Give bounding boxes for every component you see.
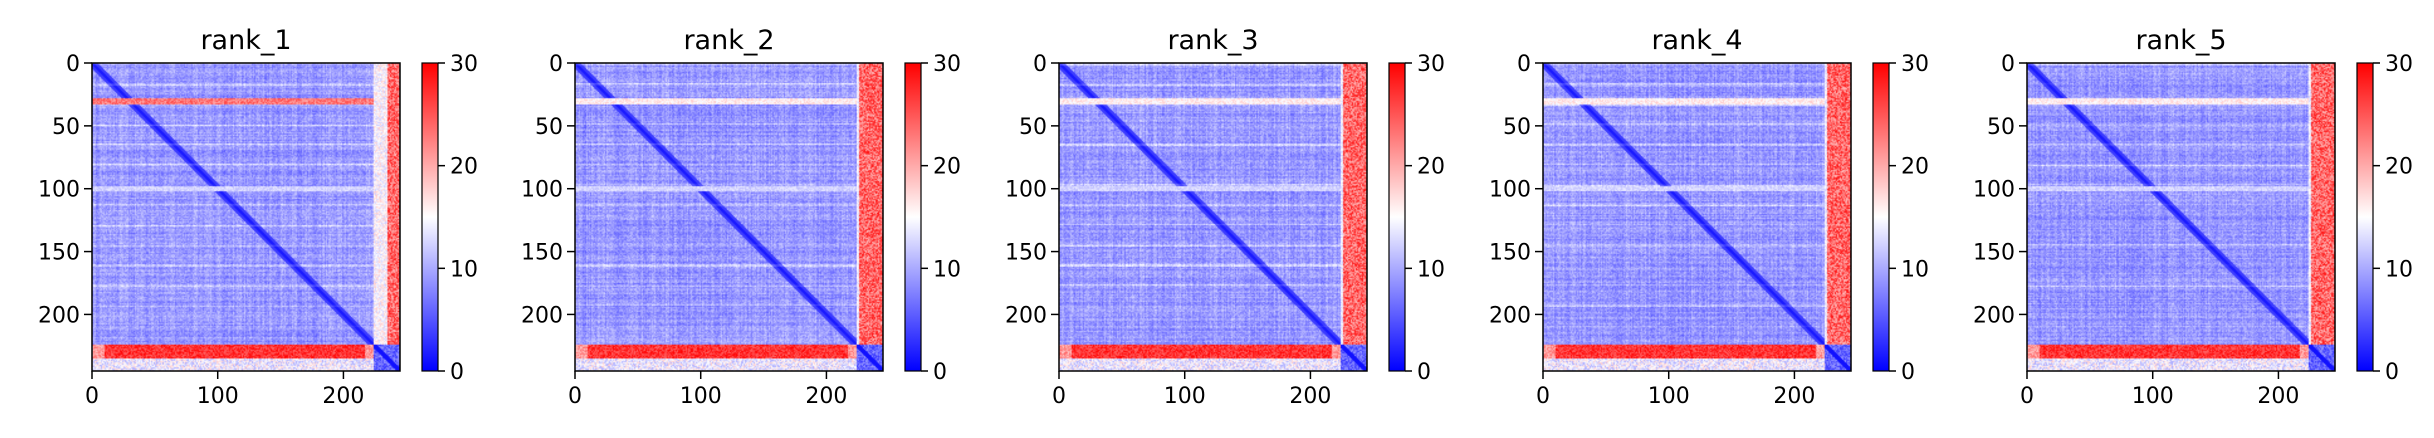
- y-tick-label: 100: [1489, 178, 1531, 203]
- y-tick-label: 0: [66, 52, 80, 77]
- x-tick-label: 100: [1648, 384, 1690, 409]
- plot-frame: [574, 62, 884, 372]
- heatmap-panel-1: rank_1 0 100 200 0 50 100 150 200 0 10 20 30: [38, 25, 478, 409]
- y-tick-label: 150: [1973, 241, 2015, 266]
- heatmap-matrix: [575, 63, 883, 371]
- colorbar-tick-label: 10: [933, 257, 961, 282]
- colorbar-tick-label: 30: [2385, 52, 2413, 77]
- heatmap-matrix: [2027, 63, 2335, 371]
- heatmap-panel-5: rank_5 0 100 200 0 50 100 150 200 0 10 20 30: [1973, 25, 2413, 409]
- y-tick-label: 150: [521, 241, 563, 266]
- y-tick-label: 150: [38, 241, 80, 266]
- colorbar-tick-label: 10: [450, 257, 478, 282]
- y-tick-label: 50: [1503, 115, 1531, 140]
- y-tick-label: 0: [1033, 52, 1047, 77]
- y-tick-label: 200: [38, 303, 80, 328]
- y-tick-label: 100: [1973, 178, 2015, 203]
- x-tick-label: 100: [197, 384, 239, 409]
- x-tick-label: 0: [2020, 384, 2034, 409]
- y-tick-label: 100: [1005, 178, 1047, 203]
- colorbar: [904, 62, 922, 372]
- x-tick-label: 0: [568, 384, 582, 409]
- heatmap-matrix: [1059, 63, 1367, 371]
- y-tick-label: 200: [1973, 303, 2015, 328]
- chart-title: rank_5: [2135, 25, 2226, 56]
- colorbar: [1872, 62, 1890, 372]
- chart-title: rank_3: [1167, 25, 1258, 56]
- colorbar: [1388, 62, 1406, 372]
- colorbar-tick-label: 10: [1901, 257, 1929, 282]
- colorbar: [421, 62, 439, 372]
- y-tick-label: 50: [1019, 115, 1047, 140]
- colorbar-tick-label: 0: [450, 360, 464, 385]
- x-tick-label: 100: [680, 384, 722, 409]
- colorbar-tick-label: 10: [1417, 257, 1445, 282]
- heatmap-panel-3: rank_3 0 100 200 0 50 100 150 200 0 10 20 30: [1005, 25, 1445, 409]
- x-tick-label: 200: [1289, 384, 1331, 409]
- x-tick-label: 200: [322, 384, 364, 409]
- colorbar: [2356, 62, 2374, 372]
- y-tick-label: 200: [1489, 303, 1531, 328]
- plot-frame: [91, 62, 401, 372]
- y-tick-label: 150: [1005, 241, 1047, 266]
- x-tick-label: 200: [805, 384, 847, 409]
- plot-frame: [1058, 62, 1368, 372]
- x-tick-label: 0: [85, 384, 99, 409]
- colorbar-tick-label: 20: [1417, 155, 1445, 180]
- colorbar-tick-label: 0: [2385, 360, 2399, 385]
- chart-title: rank_2: [683, 25, 774, 56]
- y-tick-label: 100: [521, 178, 563, 203]
- x-tick-label: 0: [1052, 384, 1066, 409]
- colorbar-tick-label: 20: [1901, 155, 1929, 180]
- x-tick-label: 100: [1164, 384, 1206, 409]
- y-tick-label: 0: [1517, 52, 1531, 77]
- plot-frame: [2026, 62, 2336, 372]
- heatmap-panel-4: rank_4 0 100 200 0 50 100 150 200 0 10 20 30: [1489, 25, 1929, 409]
- y-tick-label: 0: [549, 52, 563, 77]
- x-tick-label: 200: [2257, 384, 2299, 409]
- colorbar-tick-label: 0: [1901, 360, 1915, 385]
- colorbar-tick-label: 30: [1417, 52, 1445, 77]
- colorbar-tick-label: 30: [1901, 52, 1929, 77]
- colorbar-tick-label: 10: [2385, 257, 2413, 282]
- colorbar-tick-label: 20: [450, 155, 478, 180]
- x-tick-label: 0: [1536, 384, 1550, 409]
- y-tick-label: 100: [38, 178, 80, 203]
- colorbar-tick-label: 0: [1417, 360, 1431, 385]
- y-tick-label: 200: [1005, 303, 1047, 328]
- colorbar-tick-label: 30: [933, 52, 961, 77]
- y-tick-label: 150: [1489, 241, 1531, 266]
- heatmap-panel-2: rank_2 0 100 200 0 50 100 150 200 0 10 20 30: [521, 25, 961, 409]
- y-tick-label: 50: [535, 115, 563, 140]
- colorbar-tick-label: 30: [450, 52, 478, 77]
- colorbar-tick-label: 20: [2385, 155, 2413, 180]
- plot-frame: [1542, 62, 1852, 372]
- x-tick-label: 100: [2132, 384, 2174, 409]
- y-tick-label: 0: [2001, 52, 2015, 77]
- y-tick-label: 200: [521, 303, 563, 328]
- heatmap-matrix: [1543, 63, 1851, 371]
- colorbar-tick-label: 20: [933, 155, 961, 180]
- y-tick-label: 50: [1987, 115, 2015, 140]
- y-tick-label: 50: [52, 115, 80, 140]
- heatmap-matrix: [92, 63, 400, 371]
- chart-title: rank_4: [1651, 25, 1742, 56]
- chart-title: rank_1: [200, 25, 291, 56]
- x-tick-label: 200: [1773, 384, 1815, 409]
- colorbar-tick-label: 0: [933, 360, 947, 385]
